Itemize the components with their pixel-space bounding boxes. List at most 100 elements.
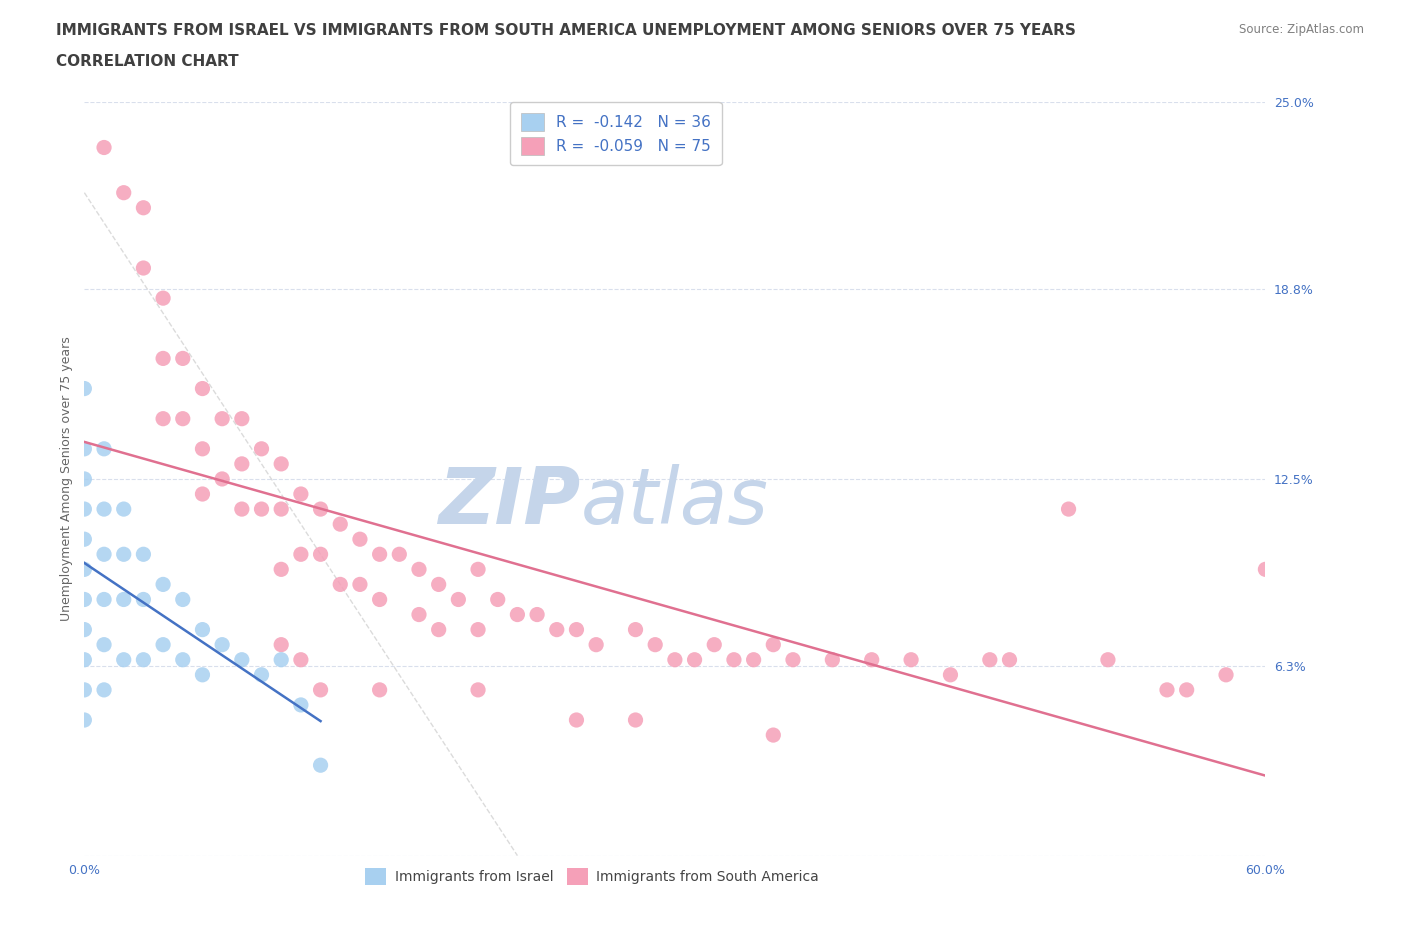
Point	[447, 592, 470, 607]
Point	[112, 185, 135, 200]
Point	[290, 547, 312, 562]
Point	[172, 652, 194, 667]
Point	[664, 652, 686, 667]
Point	[624, 712, 647, 727]
Point	[112, 547, 135, 562]
Text: Source: ZipAtlas.com: Source: ZipAtlas.com	[1239, 23, 1364, 36]
Point	[939, 668, 962, 683]
Point	[191, 442, 214, 457]
Point	[270, 457, 292, 472]
Point	[546, 622, 568, 637]
Point	[467, 562, 489, 577]
Point	[231, 411, 253, 426]
Point	[349, 577, 371, 591]
Point	[821, 652, 844, 667]
Point	[309, 501, 332, 516]
Point	[782, 652, 804, 667]
Point	[565, 622, 588, 637]
Legend: Immigrants from Israel, Immigrants from South America: Immigrants from Israel, Immigrants from …	[360, 863, 824, 890]
Point	[467, 683, 489, 698]
Point	[1215, 668, 1237, 683]
Point	[191, 622, 214, 637]
Point	[408, 562, 430, 577]
Point	[152, 291, 174, 306]
Point	[860, 652, 883, 667]
Point	[979, 652, 1001, 667]
Point	[211, 411, 233, 426]
Point	[191, 381, 214, 396]
Point	[73, 472, 96, 486]
Point	[290, 698, 312, 712]
Point	[900, 652, 922, 667]
Point	[231, 457, 253, 472]
Point	[152, 351, 174, 365]
Point	[112, 652, 135, 667]
Point	[1156, 683, 1178, 698]
Point	[152, 637, 174, 652]
Point	[211, 637, 233, 652]
Point	[388, 547, 411, 562]
Point	[93, 547, 115, 562]
Point	[112, 501, 135, 516]
Point	[191, 486, 214, 501]
Point	[73, 381, 96, 396]
Point	[1175, 683, 1198, 698]
Point	[290, 652, 312, 667]
Point	[93, 442, 115, 457]
Point	[250, 668, 273, 683]
Text: CORRELATION CHART: CORRELATION CHART	[56, 54, 239, 69]
Point	[290, 486, 312, 501]
Point	[1057, 501, 1080, 516]
Point	[73, 592, 96, 607]
Point	[93, 637, 115, 652]
Point	[250, 501, 273, 516]
Point	[408, 607, 430, 622]
Text: ZIP: ZIP	[439, 463, 581, 539]
Point	[73, 532, 96, 547]
Point	[132, 547, 155, 562]
Text: atlas: atlas	[581, 463, 768, 539]
Point	[270, 652, 292, 667]
Point	[73, 712, 96, 727]
Point	[703, 637, 725, 652]
Point	[73, 501, 96, 516]
Point	[329, 577, 352, 591]
Point	[270, 562, 292, 577]
Point	[309, 758, 332, 773]
Point	[93, 501, 115, 516]
Point	[231, 652, 253, 667]
Point	[506, 607, 529, 622]
Point	[172, 351, 194, 365]
Point	[152, 411, 174, 426]
Point	[132, 652, 155, 667]
Point	[762, 637, 785, 652]
Point	[565, 712, 588, 727]
Point	[486, 592, 509, 607]
Point	[93, 592, 115, 607]
Point	[132, 592, 155, 607]
Y-axis label: Unemployment Among Seniors over 75 years: Unemployment Among Seniors over 75 years	[60, 337, 73, 621]
Point	[270, 501, 292, 516]
Point	[231, 501, 253, 516]
Point	[329, 517, 352, 532]
Point	[172, 592, 194, 607]
Point	[742, 652, 765, 667]
Point	[1097, 652, 1119, 667]
Point	[172, 411, 194, 426]
Point	[152, 577, 174, 591]
Point	[211, 472, 233, 486]
Point	[309, 547, 332, 562]
Point	[250, 442, 273, 457]
Point	[1254, 562, 1277, 577]
Point	[73, 622, 96, 637]
Point	[93, 140, 115, 155]
Point	[368, 683, 391, 698]
Point	[644, 637, 666, 652]
Point	[112, 592, 135, 607]
Point	[73, 562, 96, 577]
Point	[309, 683, 332, 698]
Point	[427, 622, 450, 637]
Point	[723, 652, 745, 667]
Point	[132, 260, 155, 275]
Point	[73, 442, 96, 457]
